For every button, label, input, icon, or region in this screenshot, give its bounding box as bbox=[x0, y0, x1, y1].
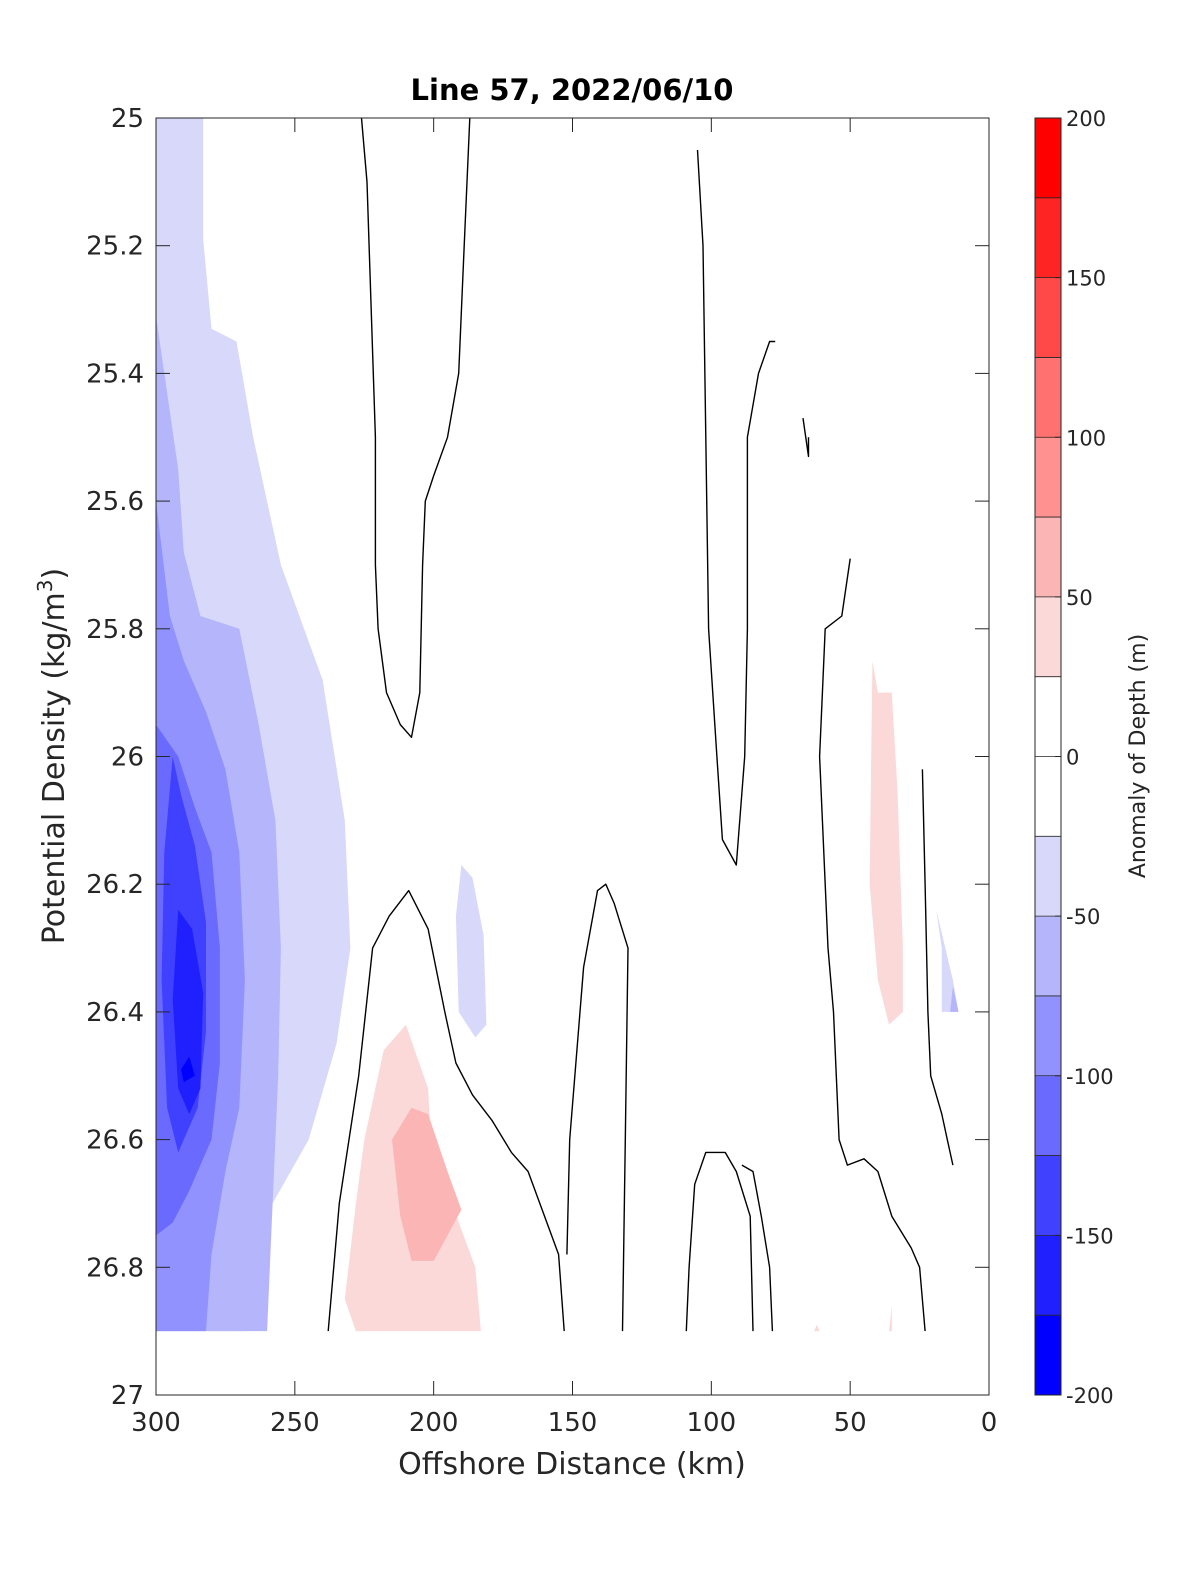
colorbar-swatch bbox=[1035, 277, 1061, 358]
zero-contour-8 bbox=[685, 1151, 754, 1332]
x-tick-label: 250 bbox=[270, 1408, 320, 1438]
colorbar-swatch bbox=[1035, 596, 1061, 678]
contour-fill-red-50-to-75-left bbox=[392, 1107, 462, 1261]
zero-contour-4 bbox=[818, 558, 926, 1332]
x-tick-label: 50 bbox=[834, 1408, 867, 1438]
colorbar-tick-label: -100 bbox=[1066, 1065, 1114, 1089]
chart-title: Line 57, 2022/06/10 bbox=[411, 73, 734, 107]
x-tick-label: 100 bbox=[687, 1408, 737, 1438]
contour-fill-blue-right-edge-1 bbox=[936, 909, 959, 1012]
y-tick-label: 27 bbox=[111, 1381, 144, 1411]
colorbar-swatch bbox=[1035, 995, 1061, 1077]
contour-fill-red-tiny-right bbox=[889, 1305, 892, 1332]
x-tick-label: 0 bbox=[981, 1408, 998, 1438]
y-tick-label: 25.4 bbox=[86, 359, 144, 389]
contour-fill-blue-175-to-200 bbox=[181, 1056, 195, 1083]
colorbar-swatch bbox=[1035, 357, 1061, 438]
zero-contour-1 bbox=[360, 118, 471, 738]
y-tick-label: 25.2 bbox=[86, 232, 144, 262]
contour-fill-blue-mid bbox=[455, 865, 487, 1038]
y-tick-label: 25 bbox=[111, 104, 144, 134]
colorbar-tick-label: 50 bbox=[1066, 586, 1093, 610]
colorbar-swatch bbox=[1035, 756, 1061, 837]
contour-fill-blue-150-to-175 bbox=[172, 909, 204, 1115]
zero-contour-9 bbox=[741, 1164, 774, 1332]
colorbar-swatch bbox=[1035, 517, 1061, 598]
zero-contour-7 bbox=[566, 883, 629, 1332]
colorbar-swatch bbox=[1035, 916, 1061, 997]
contour-fill-red-tiny-mid bbox=[814, 1324, 820, 1332]
filled-contours bbox=[156, 118, 959, 1332]
colorbar-swatch bbox=[1035, 1315, 1061, 1396]
colorbar-tick-label: -150 bbox=[1066, 1224, 1114, 1248]
y-tick-label: 26.8 bbox=[86, 1253, 144, 1283]
colorbar-tick-label: -200 bbox=[1066, 1384, 1114, 1408]
colorbar-swatch bbox=[1035, 1155, 1061, 1236]
colorbar-swatch bbox=[1035, 1075, 1061, 1157]
y-tick-label: 26.6 bbox=[86, 1126, 144, 1156]
colorbar-tick-label: 150 bbox=[1066, 267, 1106, 291]
colorbar: -200 -150 -100 -50 0 50 100 150 200 bbox=[1034, 107, 1114, 1408]
colorbar-swatch bbox=[1035, 118, 1061, 199]
colorbar-label: Anomaly of Depth (m) bbox=[1126, 634, 1151, 878]
colorbar-tick-label: 100 bbox=[1066, 426, 1106, 450]
zero-contour-2 bbox=[696, 149, 776, 866]
y-tick-label: 26 bbox=[111, 743, 144, 773]
colorbar-tick-label: 0 bbox=[1066, 746, 1079, 770]
colorbar-tick-label: 200 bbox=[1066, 107, 1106, 131]
x-tick-label: 150 bbox=[548, 1408, 598, 1438]
y-tick-label: 26.2 bbox=[86, 870, 144, 900]
colorbar-swatch bbox=[1035, 197, 1061, 279]
x-tick-label: 200 bbox=[409, 1408, 459, 1438]
axis-ticks: 300 250 200 150 100 50 0 25 25.2 25.4 25.6 25.8 26 26… bbox=[86, 104, 997, 1438]
contour-fill-blue-right-edge-2 bbox=[950, 986, 959, 1012]
y-axis-label: Potential Density (kg/m3) bbox=[33, 568, 72, 944]
x-tick-label: 300 bbox=[131, 1408, 181, 1438]
zero-contour-5 bbox=[921, 769, 954, 1166]
colorbar-swatch bbox=[1035, 1235, 1061, 1316]
colorbar-swatch bbox=[1035, 836, 1061, 917]
colorbar-swatch bbox=[1035, 437, 1061, 518]
zero-contour-6 bbox=[327, 889, 565, 1332]
contour-fill-red-25-to-50-right bbox=[869, 660, 903, 1025]
x-axis-label: Offshore Distance (km) bbox=[398, 1447, 746, 1482]
y-tick-label: 25.8 bbox=[86, 615, 144, 645]
zero-contour-3 bbox=[802, 418, 810, 458]
zero-contour-lines bbox=[327, 118, 954, 1332]
colorbar-tick-label: -50 bbox=[1066, 905, 1100, 929]
y-tick-label: 25.6 bbox=[86, 487, 144, 517]
colorbar-swatch bbox=[1035, 676, 1061, 757]
y-tick-label: 26.4 bbox=[86, 998, 144, 1028]
